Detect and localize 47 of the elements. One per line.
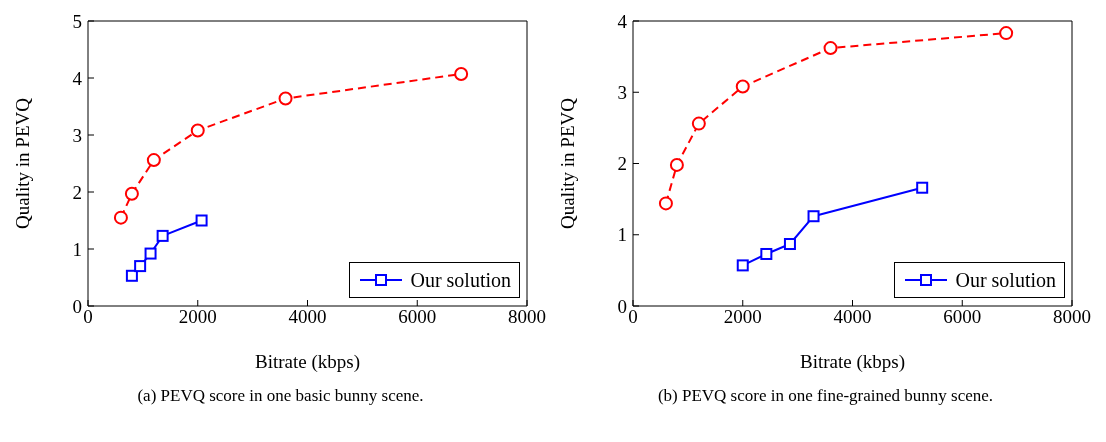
legend-label: Our solution — [955, 268, 1056, 293]
point — [278, 91, 293, 106]
text: (b) PEVQ score in one fine-grained bunny scene. — [656, 386, 995, 406]
point — [916, 181, 929, 194]
y-tick-label: 4 — [72, 67, 83, 89]
point — [156, 229, 169, 242]
y-tick-label: 2 — [617, 153, 627, 175]
y-tick-label: 1 — [72, 238, 82, 260]
point — [144, 247, 157, 260]
point — [736, 259, 749, 272]
y-tick-label: 3 — [617, 82, 627, 103]
y-tick-label: 1 — [617, 224, 627, 246]
point — [783, 238, 796, 251]
y-axis-title: Quality in PEVQ — [556, 97, 578, 229]
point — [691, 116, 706, 131]
x-tick-label: 4000 — [288, 306, 327, 328]
y-tick-label: 2 — [72, 181, 82, 203]
x-tick-label: 6000 — [943, 306, 982, 328]
point — [113, 210, 128, 225]
point — [735, 79, 750, 94]
x-axis-title: Bitrate (kbps) — [799, 351, 906, 373]
point — [760, 247, 773, 260]
y-axis-title: Quality in PEVQ — [11, 97, 33, 229]
legend-label: Our solution — [410, 268, 511, 293]
point — [999, 26, 1014, 41]
x-tick-label: 2000 — [178, 306, 217, 328]
y-tick-label: 3 — [72, 124, 82, 146]
point — [125, 269, 138, 282]
point — [190, 123, 205, 138]
point — [146, 153, 161, 168]
point — [195, 214, 208, 227]
y-tick-label: 5 — [72, 10, 82, 32]
x-tick-label: 4000 — [833, 306, 872, 328]
point — [807, 210, 820, 223]
point — [454, 67, 469, 82]
point — [658, 196, 673, 211]
point — [124, 186, 139, 201]
text: (a) PEVQ score in one basic bunny scene. — [136, 386, 425, 406]
point — [823, 41, 838, 56]
x-tick-label: 8000 — [508, 306, 546, 328]
y-tick-label: 4 — [617, 10, 628, 32]
x-tick-label: 8000 — [1053, 306, 1091, 328]
point — [669, 157, 684, 172]
point — [134, 260, 147, 273]
x-axis-title: Bitrate (kbps) — [254, 351, 361, 373]
x-tick-label: 6000 — [398, 306, 437, 328]
x-tick-label: 2000 — [723, 306, 762, 328]
